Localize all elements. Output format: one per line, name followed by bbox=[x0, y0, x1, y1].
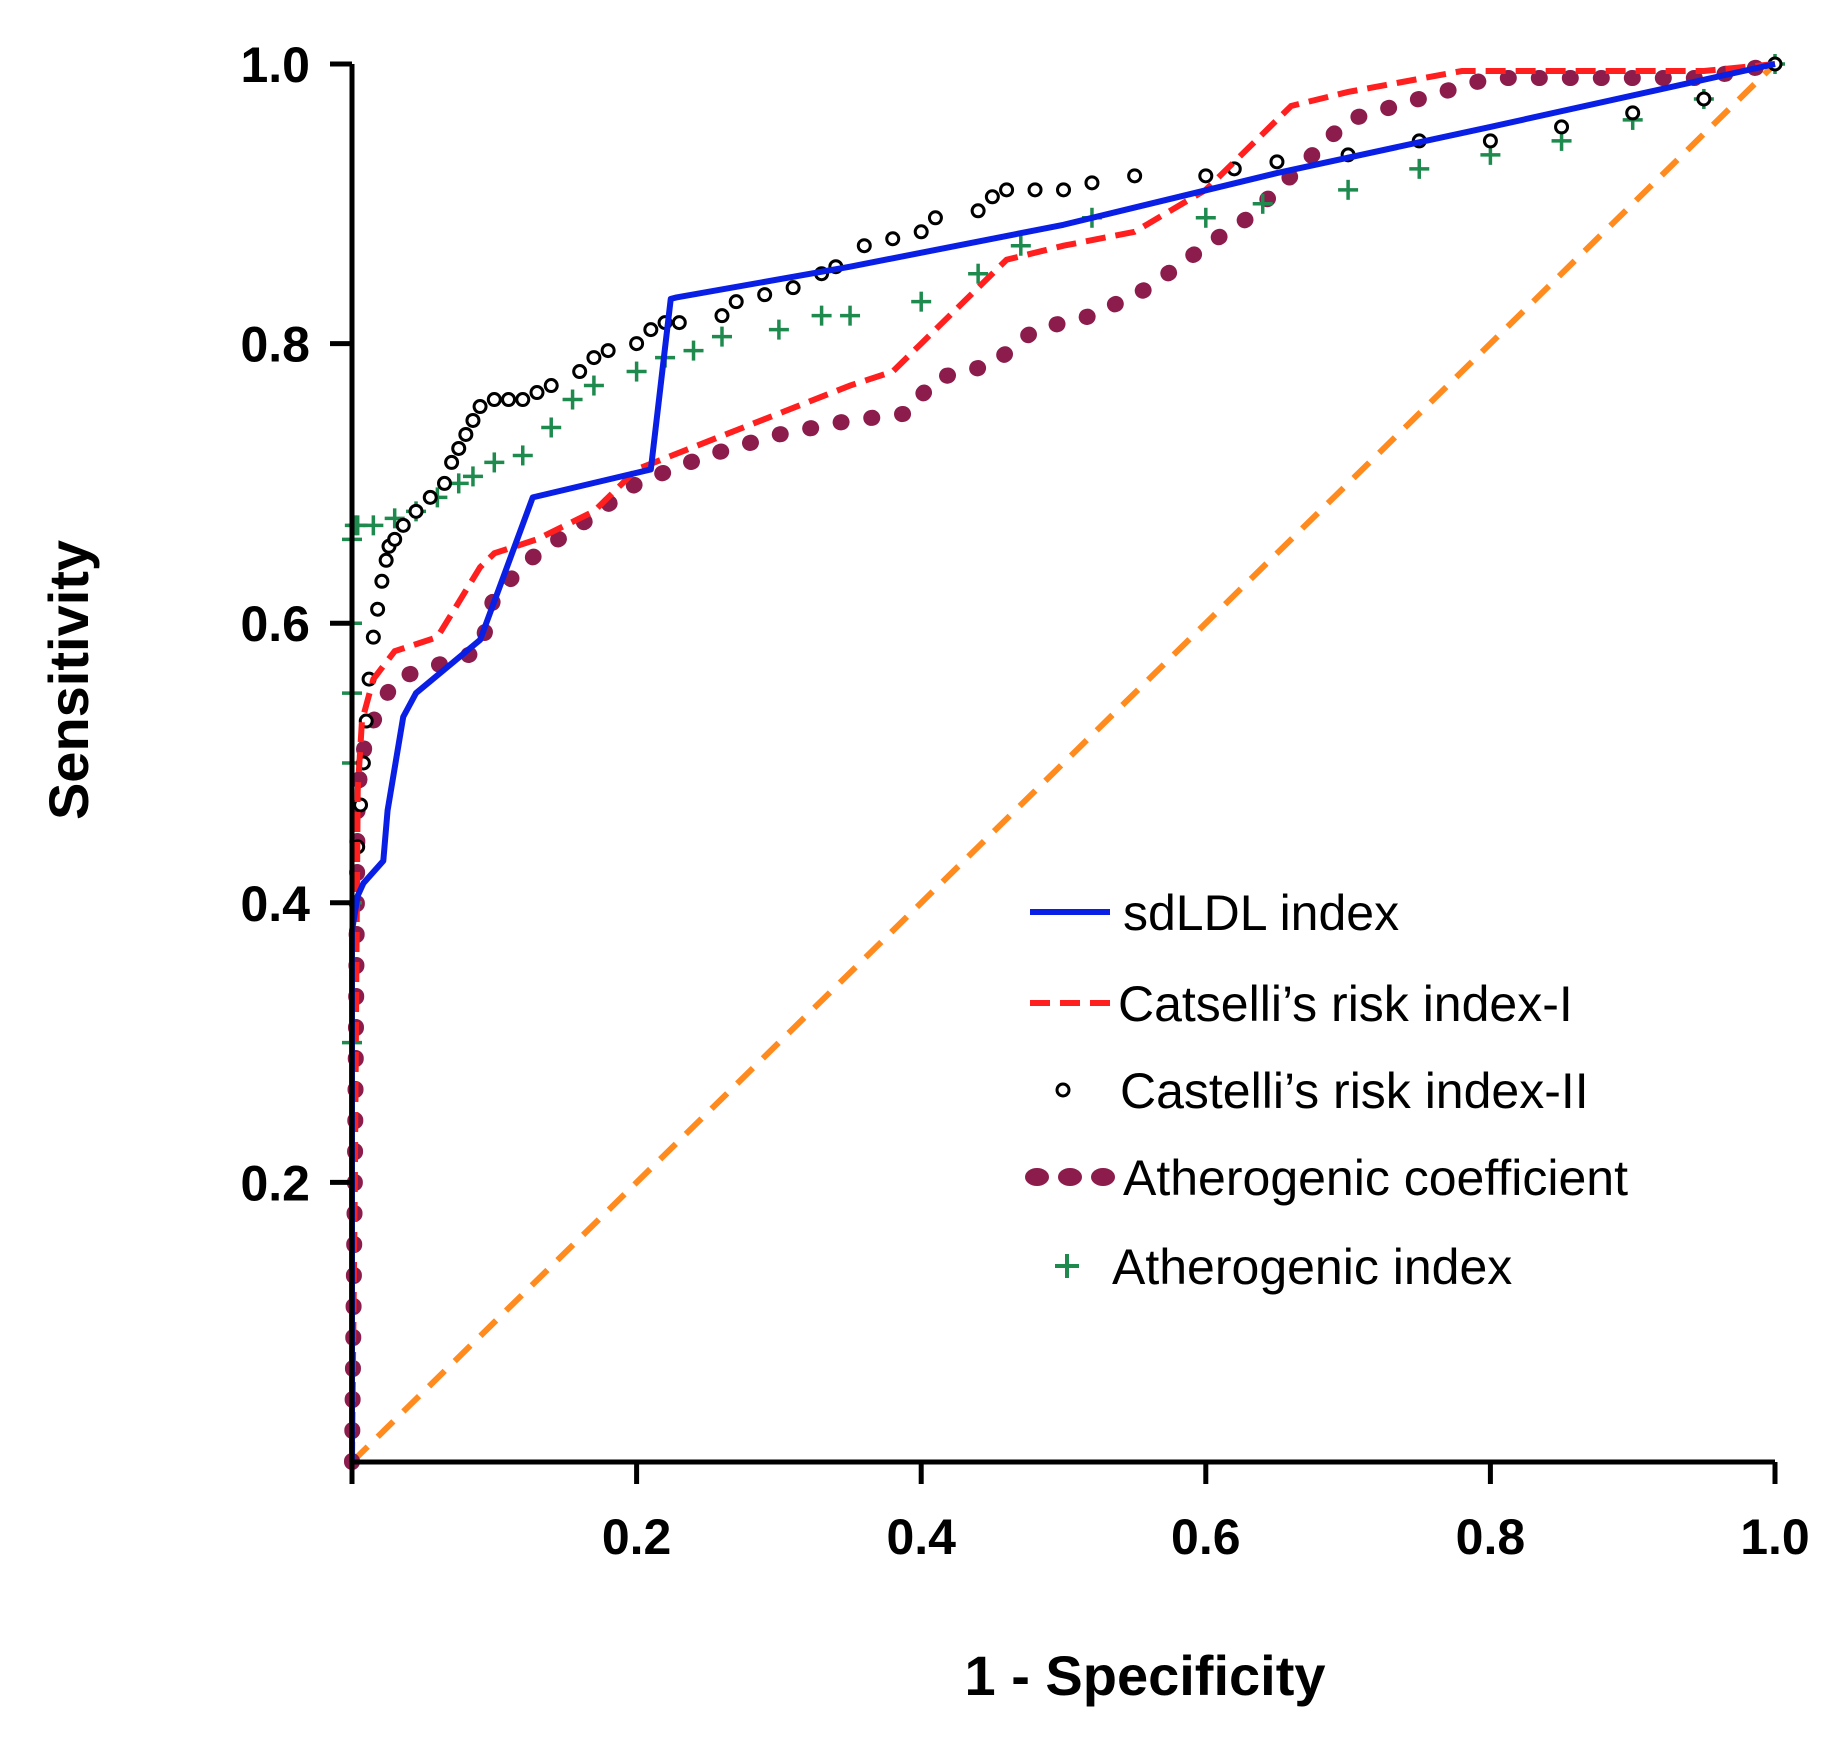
series-castelli-s-risk-index-ii-point-11 bbox=[395, 517, 411, 533]
series-castelli-s-risk-index-ii-point-21 bbox=[501, 392, 517, 408]
series-castelli-s-risk-index-ii-point-49 bbox=[1198, 168, 1214, 184]
series-atherogenic-index-point-24 bbox=[811, 305, 832, 326]
series-castelli-s-risk-index-ii-point-7 bbox=[374, 573, 390, 589]
series-castelli-s-risk-index-ii-point-51 bbox=[1269, 154, 1285, 170]
series-castelli-s-risk-index-ii-point-13 bbox=[422, 489, 438, 505]
y-axis-title: Sensitivity bbox=[37, 540, 100, 820]
series-castelli-s-risk-index-ii-point-32 bbox=[714, 308, 730, 324]
series-atherogenic-index-point-23 bbox=[768, 319, 789, 340]
x-tick-label-0: 0.2 bbox=[602, 1509, 672, 1565]
series-castelli-s-risk-index-ii-point-12 bbox=[408, 503, 424, 519]
series-atherogenic-index-point-28 bbox=[1010, 235, 1031, 256]
x-tick-label-2: 0.6 bbox=[1171, 1509, 1241, 1565]
series-castelli-s-risk-index-ii-point-10 bbox=[387, 531, 403, 547]
series-castelli-s-risk-index-ii-point-38 bbox=[856, 238, 872, 254]
series-atherogenic-index-point-32 bbox=[1338, 179, 1359, 200]
series-castelli-s-risk-index-ii-point-22 bbox=[515, 392, 531, 408]
legend-swatch-atherogenic-index bbox=[1055, 1254, 1079, 1278]
series-castelli-s-risk-index-ii-point-39 bbox=[885, 231, 901, 247]
x-tick-label-1: 0.4 bbox=[886, 1509, 956, 1565]
legend-label-atherogenic-coef: Atherogenic coefficient bbox=[1123, 1150, 1628, 1206]
series-atherogenic-index-point-8 bbox=[363, 515, 384, 536]
series-castelli-s-risk-index-ii-point-29 bbox=[643, 322, 659, 338]
legend-swatch-atherogenic-coef-dot-2 bbox=[1058, 1168, 1082, 1186]
series-castelli-s-risk-index-ii-point-14 bbox=[436, 475, 452, 491]
series-castelli-s-risk-index-ii-point-25 bbox=[572, 364, 588, 380]
x-axis-title: 1 - Specificity bbox=[964, 1644, 1325, 1707]
y-tick-label-2: 0.6 bbox=[240, 596, 310, 652]
series-castelli-s-risk-index-ii-point-31 bbox=[671, 315, 687, 331]
series-atherogenic-index-point-14 bbox=[484, 452, 505, 473]
legend-swatch-castelli-ii bbox=[1055, 1082, 1071, 1098]
reference-diagonal-line bbox=[349, 61, 1778, 1465]
series-castelli-s-risk-index-ii-point-8 bbox=[378, 552, 394, 568]
legend-swatch-atherogenic-coef-dot-1 bbox=[1025, 1168, 1049, 1186]
series-atherogenic-index-point-33 bbox=[1409, 158, 1430, 179]
legend-label-castelli-ii: Castelli’s risk index-II bbox=[1120, 1063, 1589, 1119]
y-tick-label-3: 0.8 bbox=[240, 317, 310, 373]
series-atherogenic-index-point-19 bbox=[626, 361, 647, 382]
series-atherogenic-index-point-25 bbox=[840, 305, 861, 326]
series-castelli-s-risk-index-ii-point-35 bbox=[785, 280, 801, 296]
series-castelli-s-risk-index-ii-point-33 bbox=[728, 294, 744, 310]
legend: sdLDL index Catselli’s risk index-I Cast… bbox=[1025, 885, 1628, 1295]
series-atherogenic-index-point-18 bbox=[583, 375, 604, 396]
series-castelli-s-risk-index-ii-point-41 bbox=[927, 210, 943, 226]
series-catselli-s-risk-index-i-line bbox=[349, 61, 1776, 1463]
legend-swatch-atherogenic-coef-dot-3 bbox=[1091, 1168, 1115, 1186]
series-castelli-s-risk-index-ii-point-34 bbox=[757, 287, 773, 303]
ticks-layer: 0.2 0.4 0.6 0.8 1.0 0.2 0.4 0.6 0.8 1.0 bbox=[240, 37, 1809, 1565]
series-castelli-s-risk-index-ii-point-27 bbox=[600, 343, 616, 359]
axes-layer bbox=[349, 64, 1775, 1465]
series-castelli-s-risk-index-ii-point-45 bbox=[1027, 182, 1043, 198]
series-atherogenic-index-point-22 bbox=[711, 326, 732, 347]
series-castelli-s-risk-index-ii-point-26 bbox=[586, 350, 602, 366]
series-castelli-s-risk-index-ii-point-56 bbox=[1625, 105, 1641, 121]
series-atherogenic-index-point-27 bbox=[968, 263, 989, 284]
series-atherogenic-index-point-16 bbox=[541, 417, 562, 438]
series-castelli-s-risk-index-ii-point-28 bbox=[629, 336, 645, 352]
series-atherogenic-index-point-15 bbox=[512, 445, 533, 466]
series-castelli-s-risk-index-ii-point-6 bbox=[370, 601, 386, 617]
series-atherogenic-index-point-13 bbox=[462, 466, 483, 487]
series-atherogenic-index-point-17 bbox=[562, 389, 583, 410]
legend-label-sdldl: sdLDL index bbox=[1123, 885, 1399, 941]
legend-label-atherogenic-index: Atherogenic index bbox=[1112, 1239, 1512, 1295]
series-castelli-s-risk-index-ii-point-44 bbox=[999, 182, 1015, 198]
series-castelli-s-risk-index-ii-point-48 bbox=[1127, 168, 1143, 184]
series-atherogenic-coefficient-line bbox=[344, 56, 1783, 1470]
series-castelli-s-risk-index-ii-point-42 bbox=[970, 203, 986, 219]
series-castelli-s-risk-index-ii-point-15 bbox=[444, 454, 460, 470]
x-tick-label-3: 0.8 bbox=[1456, 1509, 1526, 1565]
series-castelli-s-risk-index-ii-point-24 bbox=[543, 378, 559, 394]
series-atherogenic-index-point-21 bbox=[683, 340, 704, 361]
series-layer bbox=[342, 54, 1785, 1470]
y-tick-label-1: 0.4 bbox=[240, 876, 310, 932]
series-castelli-s-risk-index-ii-point-43 bbox=[984, 189, 1000, 205]
series-castelli-s-risk-index-ii-point-20 bbox=[486, 392, 502, 408]
series-castelli-s-risk-index-ii-point-19 bbox=[472, 399, 488, 415]
series-castelli-s-risk-index-ii-point-17 bbox=[458, 426, 474, 442]
series-sdldl-index-line bbox=[349, 61, 1776, 1462]
legend-label-catselli-i: Catselli’s risk index-I bbox=[1118, 976, 1573, 1032]
series-atherogenic-index-point-31 bbox=[1252, 193, 1273, 214]
series-castelli-s-risk-index-ii-point-47 bbox=[1084, 175, 1100, 191]
series-castelli-s-risk-index-ii-point-55 bbox=[1554, 119, 1570, 135]
series-atherogenic-index-point-12 bbox=[448, 473, 469, 494]
series-castelli-s-risk-index-ii-point-57 bbox=[1696, 91, 1712, 107]
series-castelli-s-risk-index-ii-point-16 bbox=[451, 440, 467, 456]
series-atherogenic-index-point-30 bbox=[1195, 207, 1216, 228]
series-atherogenic-index-point-26 bbox=[911, 291, 932, 312]
series-castelli-s-risk-index-ii-point-46 bbox=[1056, 182, 1071, 198]
y-tick-label-4: 1.0 bbox=[240, 37, 310, 93]
series-castelli-s-risk-index-ii-point-40 bbox=[913, 224, 929, 240]
series-castelli-s-risk-index-ii-point-18 bbox=[465, 412, 481, 428]
series-castelli-s-risk-index-ii-point-23 bbox=[529, 385, 545, 401]
y-tick-label-0: 0.2 bbox=[240, 1155, 310, 1211]
series-castelli-s-risk-index-ii-point-5 bbox=[365, 629, 381, 645]
x-tick-label-4: 1.0 bbox=[1740, 1509, 1810, 1565]
series-castelli-s-risk-index-ii-point-54 bbox=[1482, 133, 1498, 149]
